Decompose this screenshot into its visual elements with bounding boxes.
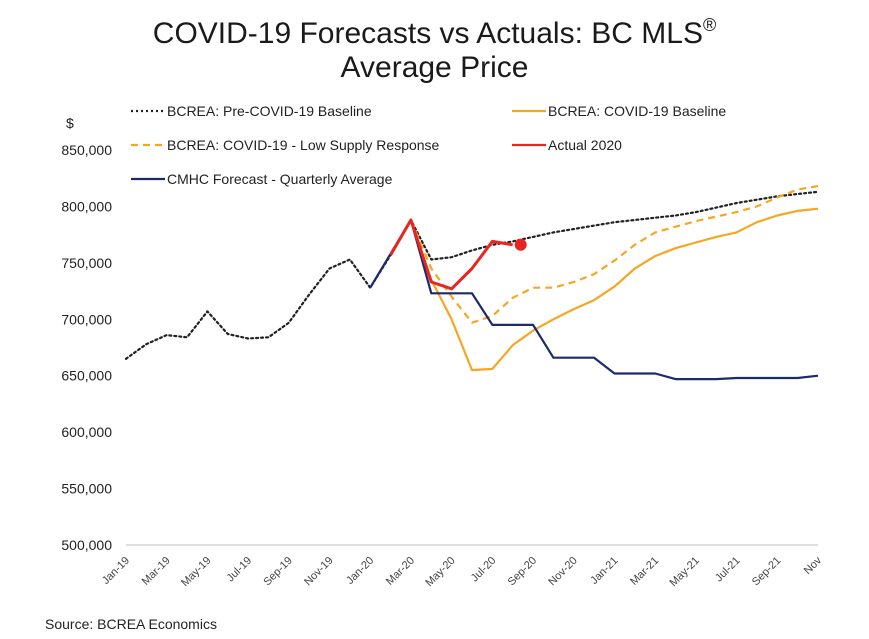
- line-chart: $ 500,000 550,000 600,000 650,000 700,000 750…: [61, 103, 825, 589]
- series-line-cmhc-forecast-quarterly-average: [369, 218, 819, 381]
- y-tick-label: 800,000: [61, 198, 112, 214]
- x-tick-label: Sep-21: [750, 555, 784, 589]
- x-tick-label: Jan-20: [344, 555, 376, 587]
- x-tick-label: Jan-21: [588, 555, 620, 587]
- y-axis-label: $: [66, 115, 74, 131]
- x-tick-label: Nov-19: [302, 555, 336, 589]
- x-tick-label: Sep-19: [261, 555, 295, 589]
- legend-label-cmhc-forecast-quarterly-average: CMHC Forecast - Quarterly Average: [167, 171, 393, 187]
- series-line-bcrea-covid-19-baseline: [409, 207, 819, 372]
- legend-label-bcrea-pre-covid-19-baseline: BCREA: Pre-COVID-19 Baseline: [167, 103, 372, 119]
- registered-mark: ®: [702, 15, 717, 35]
- x-tick-label: Jul-20: [469, 555, 499, 585]
- x-tick-label: Nov: [802, 554, 825, 577]
- x-tick-label: Mar-21: [628, 555, 661, 588]
- title-line-2: Average Price: [340, 51, 529, 84]
- x-axis: Jan-19 Mar-19 May-19 Jul-19 Sep-19 Nov-19 Jan-…: [100, 544, 825, 589]
- y-tick-label: 650,000: [61, 368, 112, 384]
- x-tick-label: Jul-19: [225, 555, 255, 585]
- x-tick-label: May-20: [423, 555, 457, 589]
- series-line-bcrea-pre-covid-19-baseline: [124, 190, 820, 360]
- y-tick-label: 550,000: [61, 481, 112, 497]
- x-tick-label: May-21: [668, 555, 702, 589]
- x-tick-label: Nov-20: [546, 555, 580, 589]
- y-tick-label: 750,000: [61, 255, 112, 271]
- y-tick-label: 700,000: [61, 311, 112, 327]
- x-tick-label: Sep-20: [506, 555, 540, 589]
- title-line-1: COVID-19 Forecasts vs Actuals: BC MLS: [152, 17, 703, 50]
- series-marker-actual-2020: [514, 238, 527, 251]
- legend-label-actual-2020: Actual 2020: [548, 137, 622, 153]
- series-line-bcrea-covid-19-low-supply-response: [409, 185, 819, 324]
- legend-label-bcrea-covid-19-low-supply-response: BCREA: COVID-19 - Low Supply Response: [167, 137, 440, 153]
- x-tick-label: Mar-19: [140, 555, 173, 588]
- x-tick-label: Jan-19: [100, 555, 132, 587]
- x-tick-label: May-19: [179, 555, 213, 589]
- chart-title: COVID-19 Forecasts vs Actuals: BC MLS® A…: [0, 8, 869, 85]
- legend: BCREA: Pre-COVID-19 Baseline BCREA: COVID…: [131, 103, 726, 187]
- x-tick-label: Jul-21: [713, 555, 743, 585]
- series-line-actual-2020: [389, 218, 513, 291]
- source-note: Source: BCREA Economics: [45, 616, 217, 632]
- y-axis: 500,000 550,000 600,000 650,000 700,000 750,0…: [61, 142, 112, 553]
- y-tick-label: 850,000: [61, 142, 112, 158]
- series-layer: [124, 185, 820, 381]
- legend-label-bcrea-covid-19-baseline: BCREA: COVID-19 Baseline: [548, 103, 726, 119]
- y-tick-label: 500,000: [61, 537, 112, 553]
- y-tick-label: 600,000: [61, 424, 112, 440]
- x-tick-label: Mar-20: [384, 555, 417, 588]
